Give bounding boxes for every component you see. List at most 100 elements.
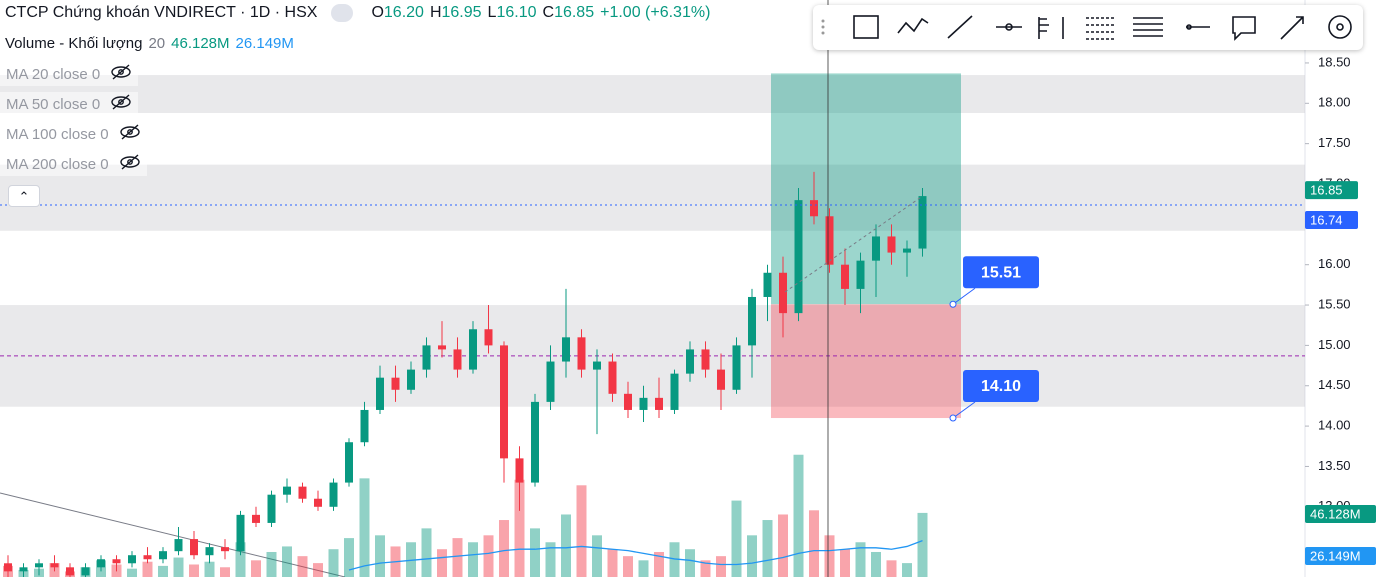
tool-rect[interactable] xyxy=(853,15,879,39)
volume-bar xyxy=(142,561,153,577)
tool-line[interactable] xyxy=(947,15,973,39)
axis-label: 16.85 xyxy=(1310,183,1343,198)
tool-lines[interactable] xyxy=(1133,17,1163,37)
candle-body xyxy=(221,547,229,552)
candle-body xyxy=(267,494,276,523)
candle-body xyxy=(391,377,400,390)
volume-bar xyxy=(545,542,556,577)
volume-bar xyxy=(344,538,354,577)
volume-value: 46.128M xyxy=(171,35,230,52)
tool-fib[interactable] xyxy=(1038,17,1064,39)
volume-bar xyxy=(437,549,447,577)
tool-arrow[interactable] xyxy=(1280,16,1304,40)
volume-bar xyxy=(266,551,277,577)
y-tick-label: 14.00 xyxy=(1318,418,1351,433)
tool-path[interactable] xyxy=(897,17,929,34)
volume-bar xyxy=(824,535,835,577)
candle-body xyxy=(19,567,28,572)
change: +1.00 (+6.31%) xyxy=(600,4,711,21)
toolbar-icons xyxy=(821,15,1352,41)
y-tick-label: 15.50 xyxy=(1318,296,1351,311)
candle-body xyxy=(97,559,105,568)
candle-body xyxy=(779,272,787,314)
volume-bar xyxy=(871,551,881,577)
volume-bar xyxy=(375,535,385,577)
axis-label: 26.149M xyxy=(1310,548,1361,563)
volume-bar xyxy=(731,500,742,577)
eye-off-icon[interactable] xyxy=(110,64,132,84)
eye-off-icon[interactable] xyxy=(119,154,141,174)
volume-bar xyxy=(607,549,618,577)
drawing-toolbar xyxy=(813,5,1363,50)
candle-body xyxy=(252,514,260,523)
axis-label-box xyxy=(1305,210,1358,229)
candle-body xyxy=(484,329,493,346)
candle-body xyxy=(128,555,136,564)
volume-bar xyxy=(204,561,215,577)
y-tick-label: 17.50 xyxy=(1318,135,1351,150)
candle-body xyxy=(531,401,539,483)
volume-bar xyxy=(700,560,711,577)
candle-body xyxy=(701,349,710,370)
y-tick-label: 14.50 xyxy=(1318,377,1351,392)
candle-body xyxy=(159,551,167,560)
candle-body xyxy=(143,555,152,560)
tool-callout[interactable] xyxy=(1232,16,1256,41)
volume-bar xyxy=(514,479,525,577)
candle-body xyxy=(717,369,725,390)
y-tick-label: 15.00 xyxy=(1318,337,1351,352)
candle-body xyxy=(329,482,338,507)
volume-bar xyxy=(793,454,804,577)
ohlc-key: L xyxy=(487,4,497,21)
candle-body xyxy=(825,216,834,265)
ohlc-key: C xyxy=(542,4,555,21)
volume-bar xyxy=(297,556,308,577)
volume-bar xyxy=(406,542,416,577)
volume-bar xyxy=(127,568,137,577)
volume-bar xyxy=(468,542,478,577)
eye-off-icon[interactable] xyxy=(119,124,141,144)
indicator-label: MA 20 close 0 xyxy=(6,65,101,83)
volume-bar xyxy=(189,564,199,577)
volume-bar xyxy=(328,549,339,577)
hide-button xyxy=(331,4,354,22)
axis-label: 16.74 xyxy=(1310,212,1343,227)
ohlc-value: 16.20 xyxy=(383,4,424,21)
candle-body xyxy=(345,442,353,483)
candle-body xyxy=(593,361,601,370)
volume-bar xyxy=(530,528,540,577)
volume-bar xyxy=(747,535,757,577)
tool-channel[interactable] xyxy=(1086,17,1116,40)
candle-body xyxy=(608,361,617,394)
volume-bar xyxy=(173,557,184,577)
ohlc-value: 16.85 xyxy=(554,4,595,21)
candle-body xyxy=(918,196,927,249)
ohlc-value: 16.10 xyxy=(496,4,537,21)
position-link xyxy=(784,195,923,293)
candle-body xyxy=(112,559,121,564)
zone xyxy=(0,75,1305,113)
eye-off-icon[interactable] xyxy=(110,94,132,114)
collapse-button[interactable]: ⌃ xyxy=(8,185,40,207)
candle-body xyxy=(546,361,555,402)
volume-bar xyxy=(499,520,509,577)
candle-body xyxy=(376,377,384,410)
indicator-row: MA 50 close 0 xyxy=(0,92,139,116)
indicator-label: MA 50 close 0 xyxy=(6,95,101,113)
candle-body xyxy=(50,563,59,568)
y-tick-label: 13.50 xyxy=(1318,458,1351,473)
position-label: 15.51 xyxy=(981,264,1021,281)
candle-body xyxy=(748,296,756,346)
volume-bar xyxy=(638,560,649,577)
volume-ma-value: 26.149M xyxy=(235,35,294,52)
volume-ma-length: 20 xyxy=(148,35,166,52)
position-handle xyxy=(949,414,957,422)
header: CTCP Chứng khoán VNDIRECT · 1D · HSX O16.… xyxy=(5,4,710,22)
candle-body xyxy=(360,409,369,443)
candle-body xyxy=(81,567,90,576)
volume-bar xyxy=(809,510,819,577)
volume-bar xyxy=(220,567,230,577)
tool-circle[interactable] xyxy=(1328,15,1352,39)
